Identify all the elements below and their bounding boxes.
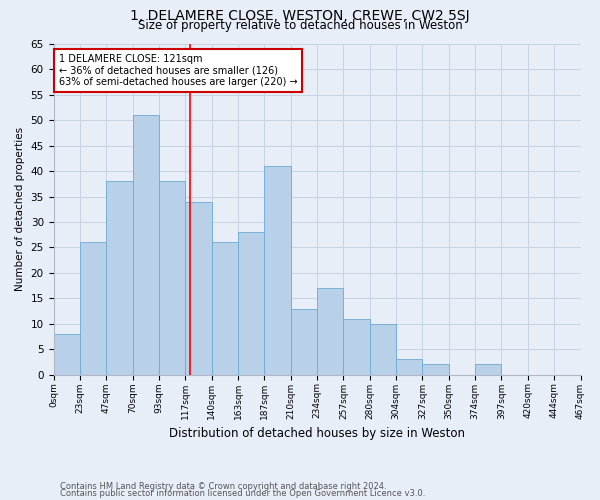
Bar [396,360,422,374]
Bar [106,182,133,374]
Text: Contains public sector information licensed under the Open Government Licence v3: Contains public sector information licen… [60,490,425,498]
Bar [212,242,238,374]
Bar [422,364,449,374]
Bar [133,115,159,374]
Bar [343,318,370,374]
Text: Contains HM Land Registry data © Crown copyright and database right 2024.: Contains HM Land Registry data © Crown c… [60,482,386,491]
Bar [238,232,265,374]
Text: 1, DELAMERE CLOSE, WESTON, CREWE, CW2 5SJ: 1, DELAMERE CLOSE, WESTON, CREWE, CW2 5S… [130,9,470,23]
Text: 1 DELAMERE CLOSE: 121sqm
← 36% of detached houses are smaller (126)
63% of semi-: 1 DELAMERE CLOSE: 121sqm ← 36% of detach… [59,54,298,87]
Bar [159,182,185,374]
Y-axis label: Number of detached properties: Number of detached properties [15,128,25,292]
Bar [80,242,106,374]
Bar [265,166,290,374]
Bar [317,288,343,374]
Bar [53,334,80,374]
Text: Size of property relative to detached houses in Weston: Size of property relative to detached ho… [137,19,463,32]
Bar [370,324,396,374]
Bar [185,202,212,374]
Bar [475,364,502,374]
Bar [290,308,317,374]
X-axis label: Distribution of detached houses by size in Weston: Distribution of detached houses by size … [169,427,465,440]
